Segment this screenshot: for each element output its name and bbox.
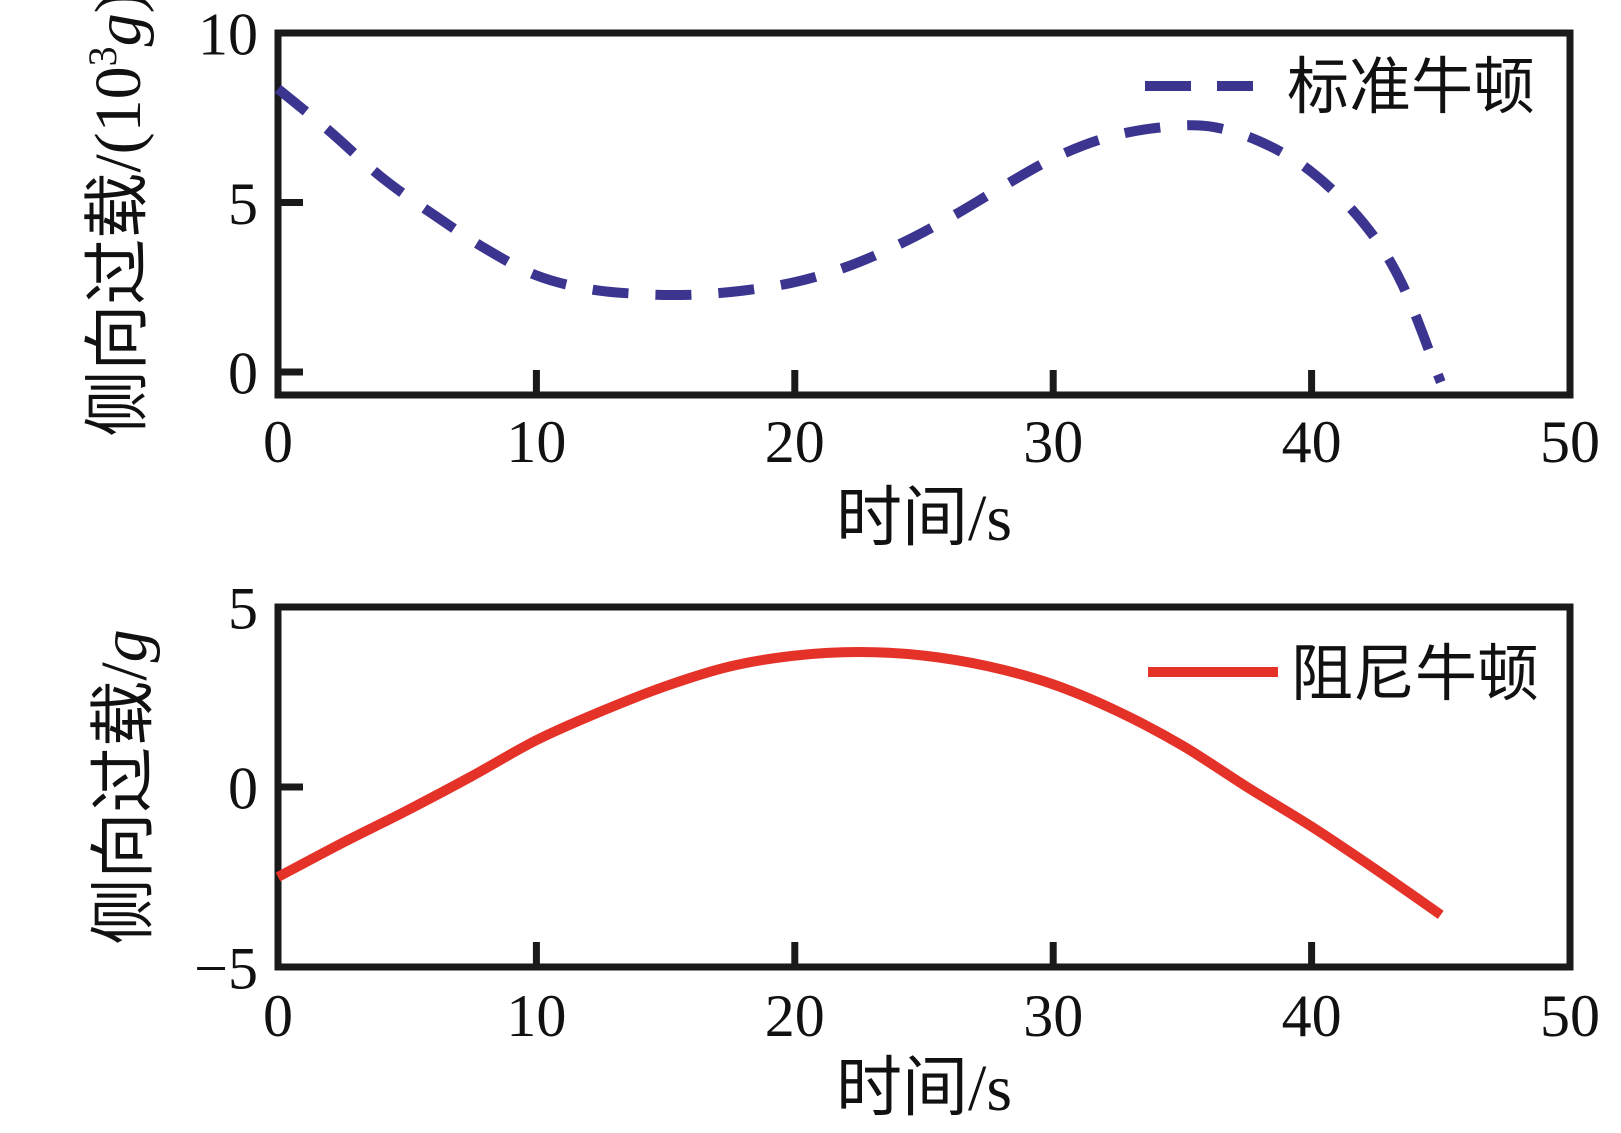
top-legend: 标准牛顿 (1145, 54, 1535, 122)
top-chart: 0 10 20 30 40 50 0 5 10 时间/s 侧向过载/(103g) 标准牛顿 (80, 0, 1600, 555)
y-tick-label: 0 (228, 756, 258, 822)
top-xaxis-title: 时间/s (836, 482, 1012, 555)
y-tick-label: 0 (228, 341, 258, 407)
x-tick-label: 20 (765, 409, 825, 475)
x-tick-label: 40 (1282, 409, 1342, 475)
x-tick-label: 20 (765, 983, 825, 1049)
x-tick-label: 0 (263, 409, 293, 475)
y-tick-label: 5 (228, 576, 258, 642)
bottom-chart: 0 10 20 30 40 50−505 时间/s 侧向过载/g 阻尼牛顿 (88, 576, 1600, 1125)
y-tick-label: 5 (228, 171, 258, 237)
x-tick-label: 50 (1540, 983, 1600, 1049)
y-tick-label: 10 (198, 2, 258, 68)
top-axis-ticks (274, 29, 1574, 395)
damped-newton-curve (275, 647, 1444, 919)
standard-newton-legend-label: 标准牛顿 (1287, 54, 1535, 122)
x-tick-label: 10 (506, 983, 566, 1049)
standard-newton-curve (274, 85, 1446, 384)
top-plot-border (274, 29, 1574, 399)
x-tick-label: 50 (1540, 409, 1600, 475)
bottom-legend: 阻尼牛顿 (1148, 641, 1539, 709)
top-yaxis-title: 侧向过载/(103g) (80, 0, 155, 437)
x-tick-label: 30 (1023, 983, 1083, 1049)
top-tick-labels: 0 10 20 30 40 50 0 5 10 (198, 2, 1600, 475)
damped-newton-legend-label: 阻尼牛顿 (1291, 641, 1539, 709)
bottom-xaxis-title: 时间/s (836, 1052, 1012, 1125)
x-tick-label: 40 (1282, 983, 1342, 1049)
y-tick-label: −5 (194, 936, 258, 1002)
x-tick-label: 10 (506, 409, 566, 475)
bottom-axis-ticks (274, 603, 1574, 971)
bottom-yaxis-title: 侧向过载/g (88, 629, 161, 944)
bottom-tick-labels: 0 10 20 30 40 50−505 (194, 576, 1600, 1049)
x-tick-label: 30 (1023, 409, 1083, 475)
x-tick-label: 0 (263, 983, 293, 1049)
